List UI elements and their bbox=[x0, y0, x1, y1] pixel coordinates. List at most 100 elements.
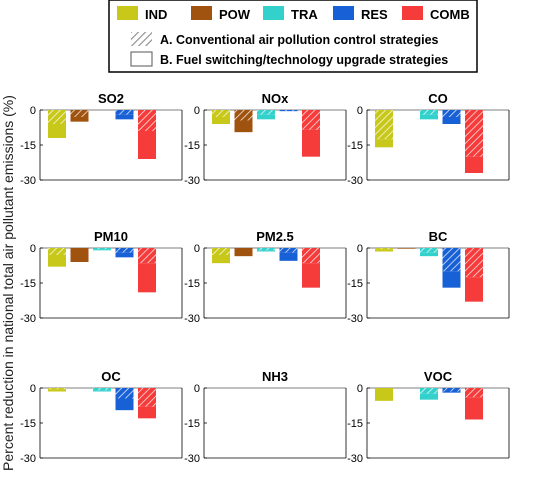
bar-comb-hatch bbox=[302, 248, 320, 264]
bar-res-strategy-b bbox=[279, 252, 298, 261]
legend-item-tra: TRA bbox=[263, 6, 318, 22]
bar-comb-strategy-b bbox=[302, 263, 320, 288]
bar-ind-hatch bbox=[48, 248, 66, 255]
legend-swatch-pow bbox=[191, 6, 212, 20]
panel-title: NOx bbox=[262, 91, 290, 106]
y-tick-label: 0 bbox=[30, 383, 36, 395]
bar-pow-strategy-b bbox=[234, 248, 253, 257]
bar-res-hatch bbox=[442, 110, 461, 117]
legend-label-res: RES bbox=[361, 7, 388, 22]
y-tick-label: -15 bbox=[20, 278, 36, 290]
bar-ind-strategy-b bbox=[48, 124, 66, 138]
bar-tra-strategy-b bbox=[93, 390, 111, 392]
bar-comb-strategy-b bbox=[465, 156, 483, 173]
bar-pow-strategy-b bbox=[70, 248, 89, 262]
y-tick-label: 0 bbox=[30, 105, 36, 117]
solid-swatch bbox=[130, 51, 153, 67]
panel-oc: OC 0 -15 -30 bbox=[20, 369, 183, 465]
panel-title: PM10 bbox=[94, 229, 128, 244]
y-tick-label: -15 bbox=[347, 140, 363, 152]
bar-res-hatch bbox=[115, 388, 134, 399]
bar-tra-strategy-b bbox=[257, 250, 275, 252]
bar-comb-hatch bbox=[138, 388, 156, 407]
panel-pm25: PM2.5 0 -15 -30 bbox=[184, 229, 347, 325]
panel-pm10: PM10 0 -15 -30 bbox=[20, 229, 183, 325]
legend-item-pow: POW bbox=[191, 6, 251, 22]
y-tick-label: -15 bbox=[184, 140, 200, 152]
bar-res-hatch bbox=[279, 248, 298, 253]
bar-ind-strategy-b bbox=[375, 249, 393, 252]
bar-pow-strategy-b bbox=[397, 248, 416, 249]
y-tick-label: 0 bbox=[194, 383, 200, 395]
panel-grid: SO2 0 -15 -30 NOx 0 -15 -30 CO 0 -15 -30 PM10 0 -15 -30… bbox=[20, 91, 510, 465]
panel-nox: NOx 0 -15 -30 bbox=[184, 91, 347, 187]
bar-tra-hatch bbox=[257, 110, 275, 115]
bar-tra-hatch bbox=[93, 248, 111, 250]
y-tick-label: -15 bbox=[347, 278, 363, 290]
legend-strategies: A. Conventional air pollution control st… bbox=[130, 32, 448, 67]
legend-strategy-label: A. Conventional air pollution control st… bbox=[160, 33, 439, 47]
bar-pow-strategy-b bbox=[234, 120, 253, 133]
bar-comb-hatch bbox=[138, 248, 156, 264]
y-tick-label: -30 bbox=[20, 453, 36, 465]
bar-tra-hatch bbox=[420, 110, 438, 115]
bar-ind-strategy-b bbox=[212, 255, 230, 264]
bar-res-strategy-b bbox=[115, 252, 134, 258]
panel-title: NH3 bbox=[262, 369, 288, 384]
bar-pow-hatch bbox=[70, 110, 89, 117]
legend-item-comb: COMB bbox=[402, 6, 470, 22]
panel-title: PM2.5 bbox=[256, 229, 294, 244]
y-tick-label: -15 bbox=[20, 418, 36, 430]
y-axis-label: Percent reduction in national total air … bbox=[0, 95, 16, 471]
panel-nh3: NH3 0 -15 -30 bbox=[184, 369, 347, 465]
panel-so2: SO2 0 -15 -30 bbox=[20, 91, 183, 187]
bar-res-hatch bbox=[115, 248, 134, 253]
bar-comb-strategy-b bbox=[302, 129, 320, 157]
panel-co: CO 0 -15 -30 bbox=[347, 91, 510, 187]
y-tick-label: -30 bbox=[184, 313, 200, 325]
bar-tra-hatch bbox=[257, 248, 275, 251]
bar-tra-strategy-b bbox=[420, 393, 438, 400]
panel-bc: BC 0 -15 -30 bbox=[347, 229, 510, 325]
legend-strategy-b: B. Fuel switching/technology upgrade str… bbox=[130, 51, 448, 67]
legend: IND POW TRA RES COMB A. Conventional air pol… bbox=[108, 0, 478, 73]
legend-sectors: IND POW TRA RES COMB bbox=[117, 6, 470, 22]
legend-label-pow: POW bbox=[219, 7, 251, 22]
bar-res-strategy-b bbox=[115, 398, 134, 411]
bar-res-strategy-b bbox=[115, 114, 134, 120]
bar-comb-hatch bbox=[465, 388, 483, 398]
bar-res-hatch bbox=[115, 110, 134, 115]
bar-ind-hatch bbox=[48, 110, 66, 124]
y-tick-label: -30 bbox=[184, 175, 200, 187]
y-tick-label: 0 bbox=[30, 243, 36, 255]
legend-label-ind: IND bbox=[145, 7, 167, 22]
bar-comb-strategy-b bbox=[138, 406, 156, 419]
legend-label-tra: TRA bbox=[291, 7, 318, 22]
y-tick-label: -30 bbox=[20, 175, 36, 187]
y-tick-label: -30 bbox=[184, 453, 200, 465]
bar-tra-strategy-b bbox=[93, 249, 111, 251]
legend-swatch-res bbox=[333, 6, 354, 20]
panel-title: CO bbox=[428, 91, 448, 106]
legend-strategy-label: B. Fuel switching/technology upgrade str… bbox=[160, 53, 448, 67]
bar-comb-strategy-b bbox=[138, 263, 156, 293]
bar-tra-strategy-b bbox=[420, 114, 438, 120]
y-tick-label: -30 bbox=[20, 313, 36, 325]
bar-comb-hatch bbox=[302, 110, 320, 130]
y-tick-label: -30 bbox=[347, 175, 363, 187]
bar-tra-hatch bbox=[420, 388, 438, 394]
bar-ind-strategy-b bbox=[375, 139, 393, 148]
bar-ind-strategy-b bbox=[212, 117, 230, 124]
bar-tra-hatch bbox=[420, 248, 438, 253]
bar-ind-hatch bbox=[212, 248, 230, 255]
bar-ind-hatch bbox=[375, 248, 393, 250]
bar-ind-hatch bbox=[48, 388, 66, 390]
y-tick-label: -15 bbox=[20, 140, 36, 152]
bar-res-hatch bbox=[442, 388, 461, 392]
panel-title: BC bbox=[429, 229, 448, 244]
bar-comb-hatch bbox=[138, 110, 156, 131]
y-tick-label: -15 bbox=[184, 278, 200, 290]
bar-comb-hatch bbox=[465, 248, 483, 278]
bar-ind-hatch bbox=[212, 110, 230, 117]
